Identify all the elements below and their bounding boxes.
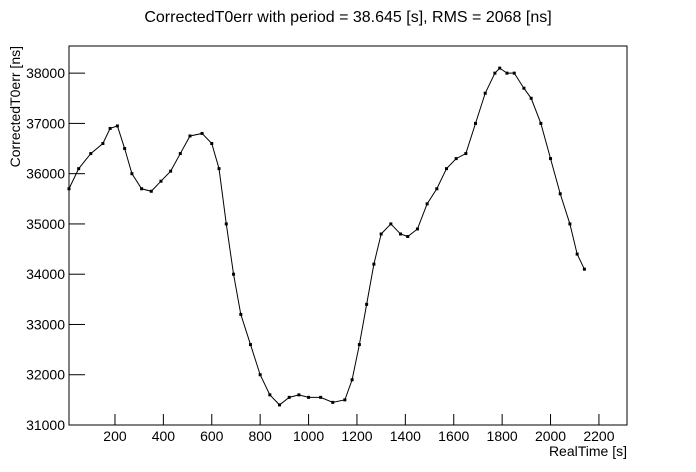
data-point	[399, 232, 403, 236]
data-point	[365, 302, 369, 306]
data-line	[68, 67, 585, 406]
x-tick-label: 200	[103, 428, 127, 444]
data-point	[474, 121, 478, 125]
data-point	[67, 187, 71, 191]
data-point	[188, 134, 192, 138]
data-point	[406, 235, 410, 239]
data-point	[435, 187, 439, 191]
x-tick-label: 1600	[438, 428, 469, 444]
x-axis-label: RealTime [s]	[549, 443, 627, 459]
y-tick-label: 32000	[26, 367, 65, 383]
x-tick-label: 1000	[293, 428, 324, 444]
data-point	[89, 152, 93, 156]
x-tick-label: 800	[248, 428, 272, 444]
y-tick-label: 33000	[26, 316, 65, 332]
x-tick-label: 2200	[583, 428, 614, 444]
data-point	[558, 192, 562, 196]
data-point	[115, 124, 119, 128]
data-point	[331, 400, 335, 404]
data-point	[319, 395, 323, 399]
data-point	[159, 179, 163, 183]
data-point	[178, 152, 182, 156]
data-point	[217, 167, 221, 171]
data-point	[130, 172, 134, 176]
data-point	[454, 157, 458, 161]
y-tick-label: 35000	[26, 216, 65, 232]
y-tick-label: 36000	[26, 166, 65, 182]
data-point	[512, 71, 516, 75]
data-point	[389, 222, 393, 226]
data-point	[464, 152, 468, 156]
data-point	[101, 142, 105, 146]
x-tick-label: 1800	[487, 428, 518, 444]
data-point	[505, 71, 509, 75]
data-point	[444, 167, 448, 171]
data-point	[425, 202, 429, 206]
data-point	[483, 91, 487, 95]
data-point	[287, 395, 291, 399]
x-tick-label: 600	[200, 428, 224, 444]
data-point	[248, 343, 252, 347]
x-tick-label: 400	[152, 428, 176, 444]
data-point	[379, 232, 383, 236]
x-tick-label: 1200	[341, 428, 372, 444]
data-point	[529, 96, 533, 100]
data-point	[343, 398, 347, 402]
data-point	[200, 131, 204, 135]
data-point	[522, 86, 526, 90]
data-point	[278, 403, 282, 407]
data-point	[498, 66, 502, 70]
y-tick-label: 38000	[26, 65, 65, 81]
data-point	[307, 395, 311, 399]
y-tick-label: 31000	[26, 417, 65, 433]
y-tick-label: 34000	[26, 266, 65, 282]
data-point	[297, 393, 301, 397]
data-point	[357, 343, 361, 347]
x-tick-label: 1400	[390, 428, 421, 444]
data-point	[140, 187, 144, 191]
data-point	[575, 252, 579, 256]
plot-frame	[68, 45, 628, 426]
data-point	[549, 157, 553, 161]
y-tick-label: 37000	[26, 115, 65, 131]
data-point	[210, 142, 214, 146]
data-point	[582, 267, 586, 271]
data-point	[568, 222, 572, 226]
data-point	[493, 71, 497, 75]
data-point	[77, 167, 81, 171]
data-point	[108, 126, 112, 130]
data-point	[372, 262, 376, 266]
y-axis-label: CorrectedT0err [ns]	[7, 46, 23, 167]
data-point	[224, 222, 228, 226]
data-point	[268, 393, 272, 397]
data-point	[123, 147, 127, 151]
data-point	[232, 272, 236, 276]
data-point	[415, 227, 419, 231]
data-point	[350, 378, 354, 382]
x-tick-label: 2000	[535, 428, 566, 444]
chart-title: CorrectedT0err with period = 38.645 [s],…	[144, 9, 551, 26]
data-point	[149, 189, 153, 193]
data-point	[239, 312, 243, 316]
data-point	[169, 169, 173, 173]
data-point	[539, 121, 543, 125]
data-point	[258, 373, 262, 377]
